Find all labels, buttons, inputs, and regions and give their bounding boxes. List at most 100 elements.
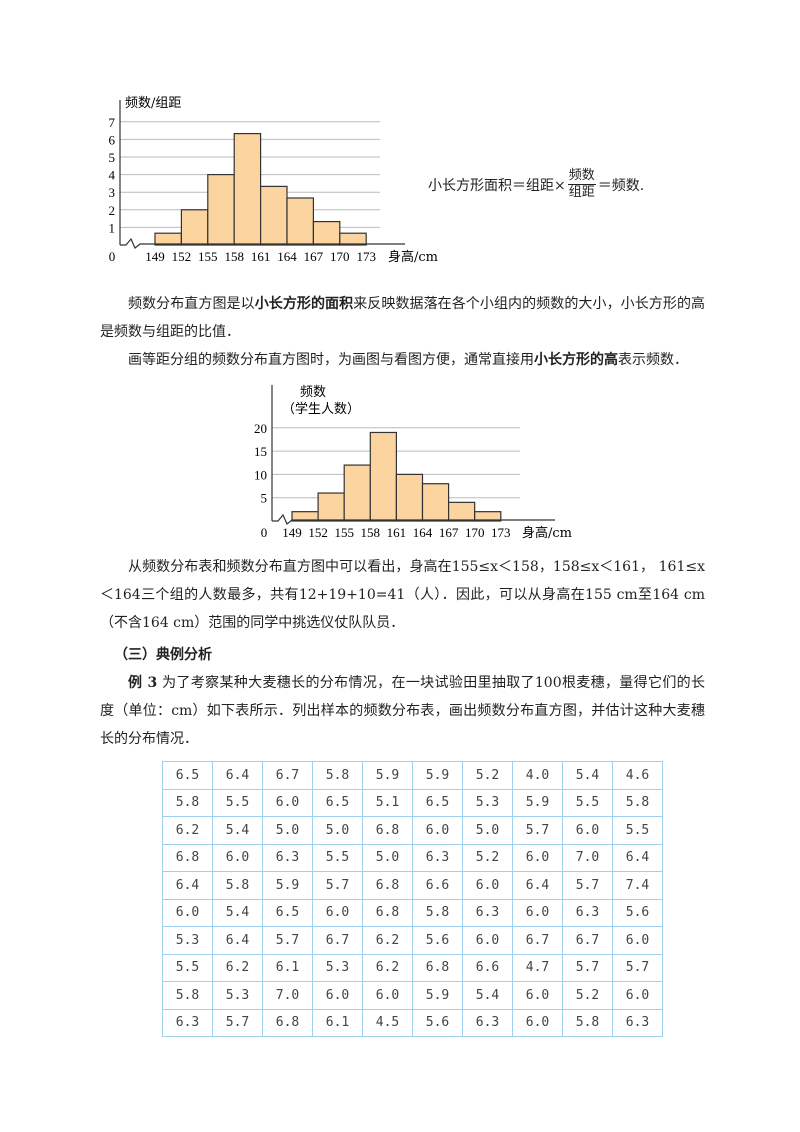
x-tick-label: 161 bbox=[387, 525, 407, 540]
formula-lhs: 小长方形面积＝组距× bbox=[428, 177, 566, 194]
table-cell: 6.0 bbox=[462, 871, 513, 900]
table-cell: 6.7 bbox=[512, 926, 563, 955]
y-tick-label: 2 bbox=[109, 203, 116, 218]
x-tick-label: 149 bbox=[145, 249, 165, 264]
histogram-bar bbox=[369, 431, 397, 522]
table-row: 5.8 5.3 7.0 6.0 6.0 5.9 5.4 6.0 5.2 6.0 bbox=[162, 981, 663, 1010]
table-cell: 6.3 bbox=[462, 1008, 513, 1037]
example-label: 例 3 bbox=[128, 675, 158, 691]
table-cell: 5.4 bbox=[562, 761, 613, 790]
table-cell: 5.5 bbox=[162, 953, 213, 982]
histogram-bar bbox=[448, 501, 476, 522]
table-row: 6.4 5.8 5.9 5.7 6.8 6.6 6.0 6.4 5.7 7.4 bbox=[162, 871, 663, 900]
bold-text: 小长方形的高 bbox=[534, 352, 618, 368]
table-cell: 5.3 bbox=[212, 981, 263, 1010]
table-cell: 5.5 bbox=[212, 788, 263, 817]
histogram-bar bbox=[474, 511, 502, 522]
table-cell: 6.8 bbox=[412, 953, 463, 982]
table-cell: 5.8 bbox=[162, 788, 213, 817]
table-row: 6.8 6.0 6.3 5.5 5.0 6.3 5.2 6.0 7.0 6.4 bbox=[162, 843, 663, 872]
table-cell: 6.3 bbox=[462, 898, 513, 927]
table-cell: 6.2 bbox=[162, 816, 213, 845]
lower-text-block: 从频数分布表和频数分布直方图中可以看出，身高在155≤x＜158，158≤x＜1… bbox=[100, 553, 705, 1037]
table-cell: 5.9 bbox=[362, 761, 413, 790]
table-cell: 5.6 bbox=[412, 1008, 463, 1037]
histogram-frequency-density: 1 2 3 4 5 6 7 149 152 155 158 161 164 167 170 173 0 身高/cm… bbox=[109, 96, 439, 265]
table-cell: 5.9 bbox=[512, 788, 563, 817]
intro-text-block: 频数分布直方图是以小长方形的面积来反映数据落在各个小组内的频数的大小，小长方形的… bbox=[100, 290, 705, 374]
table-cell: 6.0 bbox=[212, 843, 263, 872]
table-cell: 6.4 bbox=[212, 926, 263, 955]
table-cell: 6.7 bbox=[312, 926, 363, 955]
example-text: 为了考察某种大麦穗长的分布情况，在一块试验田里抽取了100根麦穗，量得它们的长度… bbox=[100, 675, 705, 747]
table-cell: 6.0 bbox=[262, 788, 313, 817]
table-cell: 5.3 bbox=[312, 953, 363, 982]
table-cell: 6.1 bbox=[262, 953, 313, 982]
table-cell: 5.2 bbox=[562, 981, 613, 1010]
table-cell: 6.0 bbox=[162, 898, 213, 927]
table-row: 5.5 6.2 6.1 5.3 6.2 6.8 6.6 4.7 5.7 5.7 bbox=[162, 953, 663, 982]
table-cell: 5.7 bbox=[312, 871, 363, 900]
x-tick-label: 167 bbox=[439, 525, 459, 540]
x-axis-with-break bbox=[120, 237, 405, 249]
table-cell: 5.5 bbox=[562, 788, 613, 817]
table-cell: 5.4 bbox=[212, 898, 263, 927]
table-cell: 6.3 bbox=[562, 898, 613, 927]
table-cell: 6.8 bbox=[162, 843, 213, 872]
paragraph-3: 从频数分布表和频数分布直方图中可以看出，身高在155≤x＜158，158≤x＜1… bbox=[100, 559, 705, 631]
table-cell: 5.9 bbox=[412, 761, 463, 790]
table-cell: 6.5 bbox=[412, 788, 463, 817]
histogram-frequency: 5 10 15 20 149 152 155 158 161 164 167 170 173 0 身高/cm… bbox=[254, 385, 572, 541]
table-cell: 6.8 bbox=[262, 1008, 313, 1037]
table-cell: 6.0 bbox=[362, 981, 413, 1010]
y-tick-label: 15 bbox=[254, 444, 267, 459]
table-cell: 6.4 bbox=[612, 843, 663, 872]
table-cell: 5.8 bbox=[162, 981, 213, 1010]
section-heading: （三）典例分析 bbox=[114, 647, 212, 663]
table-cell: 5.7 bbox=[512, 816, 563, 845]
table-cell: 5.9 bbox=[262, 871, 313, 900]
table-cell: 5.7 bbox=[262, 926, 313, 955]
table-cell: 5.2 bbox=[462, 843, 513, 872]
table-cell: 6.8 bbox=[362, 871, 413, 900]
table-cell: 6.7 bbox=[562, 926, 613, 955]
y-tick-label: 20 bbox=[254, 421, 267, 436]
y-tick-label: 5 bbox=[261, 491, 268, 506]
table-cell: 5.7 bbox=[562, 953, 613, 982]
histogram-bar bbox=[286, 197, 314, 246]
origin-label: 0 bbox=[261, 525, 268, 540]
y-axis-label: 频数/组距 bbox=[125, 96, 181, 111]
table-cell: 6.0 bbox=[512, 1008, 563, 1037]
paragraph-1: 频数分布直方图是以小长方形的面积来反映数据落在各个小组内的频数的大小，小长方形的… bbox=[100, 290, 705, 346]
table-cell: 5.8 bbox=[212, 871, 263, 900]
table-cell: 6.6 bbox=[462, 953, 513, 982]
x-tick-label: 170 bbox=[330, 249, 350, 264]
x-tick-label: 155 bbox=[198, 249, 218, 264]
table-cell: 5.7 bbox=[612, 953, 663, 982]
formula-rhs: ＝频数. bbox=[597, 177, 645, 194]
table-cell: 6.1 bbox=[312, 1008, 363, 1037]
table-cell: 6.2 bbox=[212, 953, 263, 982]
y-axis-label: 频数 bbox=[300, 385, 326, 400]
x-tick-label: 170 bbox=[465, 525, 485, 540]
table-cell: 5.8 bbox=[412, 898, 463, 927]
x-tick-label: 152 bbox=[308, 525, 328, 540]
table-cell: 6.5 bbox=[312, 788, 363, 817]
table-row: 5.8 5.5 6.0 6.5 5.1 6.5 5.3 5.9 5.5 5.8 bbox=[162, 788, 663, 817]
table-cell: 6.0 bbox=[612, 926, 663, 955]
histogram-bar bbox=[343, 464, 371, 522]
x-tick-label: 158 bbox=[361, 525, 381, 540]
formula-denominator: 组距 bbox=[568, 185, 595, 200]
table-cell: 7.4 bbox=[612, 871, 663, 900]
table-cell: 6.5 bbox=[162, 761, 213, 790]
table-cell: 6.4 bbox=[162, 871, 213, 900]
table-cell: 6.0 bbox=[412, 816, 463, 845]
table-cell: 6.0 bbox=[462, 926, 513, 955]
table-cell: 5.2 bbox=[462, 761, 513, 790]
table-cell: 5.0 bbox=[262, 816, 313, 845]
table-cell: 6.0 bbox=[312, 898, 363, 927]
text: 表示频数． bbox=[618, 352, 688, 368]
x-axis-label: 身高/cm bbox=[388, 249, 438, 265]
sample-data-table: 6.5 6.4 6.7 5.8 5.9 5.9 5.2 4.0 5.4 4.6 5.8 5.5 6.0 6… bbox=[162, 761, 663, 1037]
y-tick-label: 3 bbox=[109, 185, 116, 200]
